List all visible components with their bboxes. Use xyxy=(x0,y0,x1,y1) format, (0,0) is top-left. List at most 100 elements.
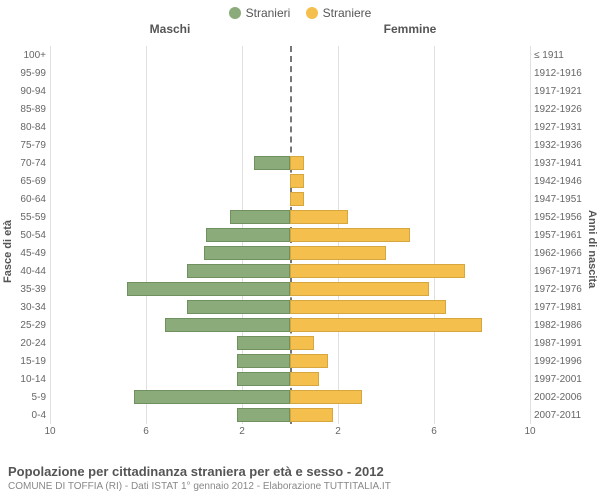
age-row: 90-941917-1921 xyxy=(50,82,530,100)
age-row: 55-591952-1956 xyxy=(50,208,530,226)
birth-year-label: 2007-2011 xyxy=(530,406,600,424)
birth-year-label: 2002-2006 xyxy=(530,388,600,406)
age-label: 100+ xyxy=(0,46,50,64)
bar-male xyxy=(237,354,290,368)
x-axis: 10622610 xyxy=(50,426,530,440)
population-pyramid-chart: Stranieri Straniere Maschi Femmine Fasce… xyxy=(0,0,600,500)
age-label: 95-99 xyxy=(0,64,50,82)
age-row: 100+≤ 1911 xyxy=(50,46,530,64)
chart-title: Popolazione per cittadinanza straniera p… xyxy=(8,464,592,479)
age-label: 80-84 xyxy=(0,118,50,136)
age-row: 70-741937-1941 xyxy=(50,154,530,172)
age-row: 20-241987-1991 xyxy=(50,334,530,352)
bar-male xyxy=(254,156,290,170)
birth-year-label: 1997-2001 xyxy=(530,370,600,388)
legend-item-female: Straniere xyxy=(306,6,372,20)
age-label: 60-64 xyxy=(0,190,50,208)
header-male: Maschi xyxy=(150,22,191,36)
bar-male xyxy=(206,228,290,242)
age-row: 40-441967-1971 xyxy=(50,262,530,280)
birth-year-label: 1977-1981 xyxy=(530,298,600,316)
birth-year-label: 1972-1976 xyxy=(530,280,600,298)
chart-footer: Popolazione per cittadinanza straniera p… xyxy=(8,464,592,492)
age-label: 30-34 xyxy=(0,298,50,316)
bar-female xyxy=(290,408,333,422)
bar-male xyxy=(187,264,290,278)
bar-male xyxy=(237,408,290,422)
age-row: 30-341977-1981 xyxy=(50,298,530,316)
age-label: 90-94 xyxy=(0,82,50,100)
birth-year-label: 1952-1956 xyxy=(530,208,600,226)
x-tick: 10 xyxy=(44,426,55,437)
birth-year-label: ≤ 1911 xyxy=(530,46,600,64)
bar-male xyxy=(134,390,290,404)
x-tick: 6 xyxy=(143,426,149,437)
age-label: 35-39 xyxy=(0,280,50,298)
age-row: 50-541957-1961 xyxy=(50,226,530,244)
birth-year-label: 1917-1921 xyxy=(530,82,600,100)
age-row: 25-291982-1986 xyxy=(50,316,530,334)
header-female: Femmine xyxy=(384,22,437,36)
legend: Stranieri Straniere xyxy=(0,0,600,22)
age-row: 75-791932-1936 xyxy=(50,136,530,154)
birth-year-label: 1992-1996 xyxy=(530,352,600,370)
bar-rows: 100+≤ 191195-991912-191690-941917-192185… xyxy=(50,46,530,424)
x-tick: 10 xyxy=(524,426,535,437)
bar-female xyxy=(290,390,362,404)
bar-female xyxy=(290,318,482,332)
legend-label-male: Stranieri xyxy=(246,6,291,20)
birth-year-label: 1932-1936 xyxy=(530,136,600,154)
age-row: 45-491962-1966 xyxy=(50,244,530,262)
birth-year-label: 1937-1941 xyxy=(530,154,600,172)
birth-year-label: 1982-1986 xyxy=(530,316,600,334)
bar-female xyxy=(290,228,410,242)
legend-swatch-female xyxy=(306,7,318,19)
age-label: 15-19 xyxy=(0,352,50,370)
bar-male xyxy=(165,318,290,332)
birth-year-label: 1922-1926 xyxy=(530,100,600,118)
age-label: 5-9 xyxy=(0,388,50,406)
bar-female xyxy=(290,174,304,188)
legend-swatch-male xyxy=(229,7,241,19)
age-row: 10-141997-2001 xyxy=(50,370,530,388)
bar-female xyxy=(290,282,429,296)
birth-year-label: 1967-1971 xyxy=(530,262,600,280)
age-label: 0-4 xyxy=(0,406,50,424)
age-row: 95-991912-1916 xyxy=(50,64,530,82)
age-label: 65-69 xyxy=(0,172,50,190)
age-row: 80-841927-1931 xyxy=(50,118,530,136)
bar-male xyxy=(187,300,290,314)
x-tick: 2 xyxy=(239,426,245,437)
birth-year-label: 1912-1916 xyxy=(530,64,600,82)
legend-item-male: Stranieri xyxy=(229,6,291,20)
bar-male xyxy=(237,336,290,350)
age-row: 85-891922-1926 xyxy=(50,100,530,118)
age-row: 60-641947-1951 xyxy=(50,190,530,208)
bar-female xyxy=(290,264,465,278)
bar-female xyxy=(290,192,304,206)
bar-female xyxy=(290,336,314,350)
age-label: 20-24 xyxy=(0,334,50,352)
bar-female xyxy=(290,300,446,314)
age-row: 0-42007-2011 xyxy=(50,406,530,424)
bar-female xyxy=(290,372,319,386)
legend-label-female: Straniere xyxy=(323,6,372,20)
age-row: 35-391972-1976 xyxy=(50,280,530,298)
x-tick: 2 xyxy=(335,426,341,437)
birth-year-label: 1987-1991 xyxy=(530,334,600,352)
age-label: 45-49 xyxy=(0,244,50,262)
birth-year-label: 1962-1966 xyxy=(530,244,600,262)
age-label: 70-74 xyxy=(0,154,50,172)
bar-male xyxy=(230,210,290,224)
bar-male xyxy=(237,372,290,386)
birth-year-label: 1942-1946 xyxy=(530,172,600,190)
birth-year-label: 1927-1931 xyxy=(530,118,600,136)
age-row: 15-191992-1996 xyxy=(50,352,530,370)
bar-male xyxy=(127,282,290,296)
bar-female xyxy=(290,354,328,368)
birth-year-label: 1957-1961 xyxy=(530,226,600,244)
bar-male xyxy=(204,246,290,260)
chart-subtitle: COMUNE DI TOFFIA (RI) - Dati ISTAT 1° ge… xyxy=(8,481,592,492)
bar-female xyxy=(290,156,304,170)
age-label: 25-29 xyxy=(0,316,50,334)
